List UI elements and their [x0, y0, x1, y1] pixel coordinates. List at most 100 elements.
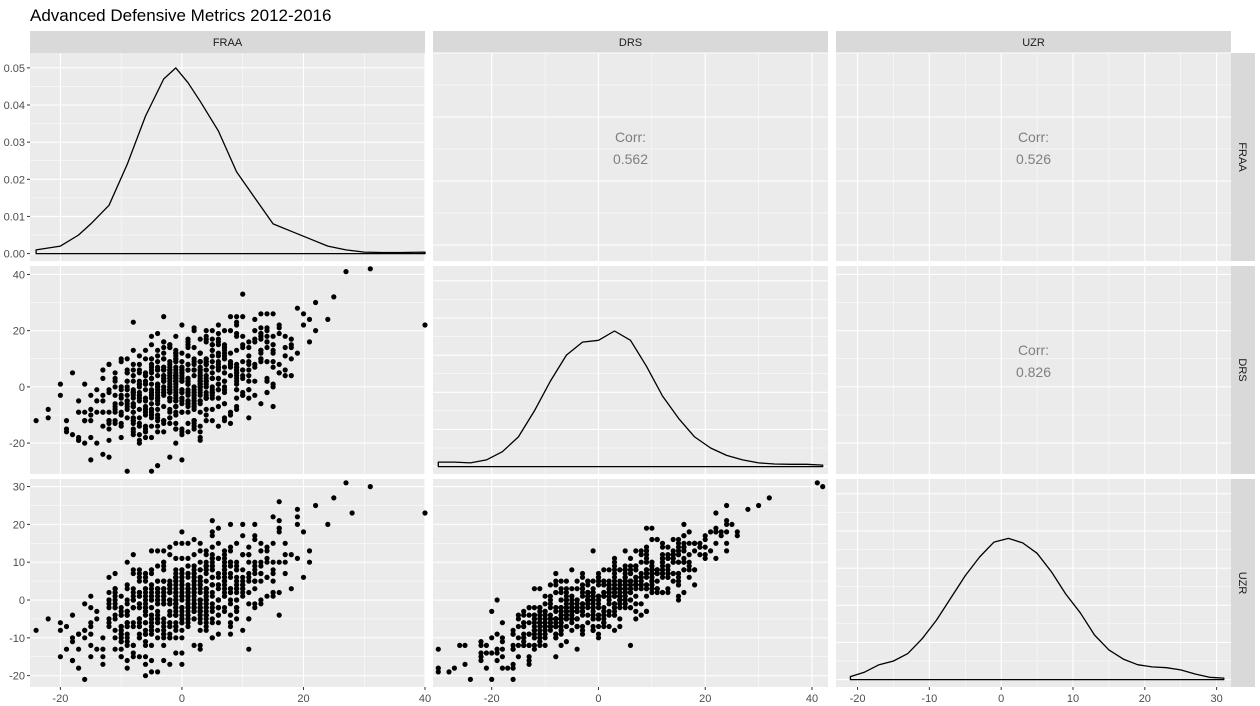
scatter-point — [192, 616, 197, 621]
scatter-point — [628, 643, 633, 648]
scatter-point — [204, 418, 209, 423]
scatter-point — [106, 387, 111, 392]
scatter-point — [271, 404, 276, 409]
scatter-point — [703, 533, 708, 538]
panel-fraa-drs: Corr:0.562 — [433, 53, 828, 261]
scatter-point — [639, 560, 644, 565]
y-tick-label: 40 — [13, 269, 25, 281]
scatter-point — [649, 537, 654, 542]
scatter-point — [639, 601, 644, 606]
scatter-point — [222, 560, 227, 565]
scatter-point — [559, 579, 564, 584]
scatter-point — [210, 390, 215, 395]
scatter-point — [596, 575, 601, 580]
scatter-point — [585, 594, 590, 599]
scatter-point — [167, 415, 172, 420]
scatter-point — [676, 597, 681, 602]
scatter-point — [246, 387, 251, 392]
scatter-point — [553, 582, 558, 587]
scatter-point — [173, 334, 178, 339]
scatter-point — [210, 545, 215, 550]
x-tick-label: 30 — [1211, 693, 1223, 705]
scatter-point — [113, 379, 118, 384]
scatter-point — [436, 647, 441, 652]
scatter-point — [137, 393, 142, 398]
scatter-point — [143, 579, 148, 584]
scatter-point — [564, 609, 569, 614]
scatter-point — [198, 560, 203, 565]
scatter-point — [179, 650, 184, 655]
scatter-point — [161, 594, 166, 599]
scatter-point — [173, 359, 178, 364]
scatter-point — [216, 382, 221, 387]
scatter-point — [192, 325, 197, 330]
scatter-point — [228, 545, 233, 550]
scatter-point — [325, 317, 330, 322]
scatter-point — [216, 613, 221, 618]
scatter-point — [143, 654, 148, 659]
scatter-point — [228, 412, 233, 417]
scatter-point — [161, 620, 166, 625]
scatter-point — [617, 616, 622, 621]
scatter-point — [639, 571, 644, 576]
scatter-point — [692, 541, 697, 546]
scatter-point — [198, 620, 203, 625]
scatter-point — [564, 624, 569, 629]
scatter-point — [283, 560, 288, 565]
scatter-point — [210, 605, 215, 610]
scatter-point — [649, 567, 654, 572]
scatter-point — [210, 594, 215, 599]
scatter-point — [155, 463, 160, 468]
scatter-point — [687, 541, 692, 546]
scatter-point — [100, 654, 105, 659]
scatter-point — [289, 373, 294, 378]
scatter-point — [198, 429, 203, 434]
scatter-point — [143, 396, 148, 401]
scatter-point — [655, 567, 660, 572]
scatter-point — [179, 398, 184, 403]
scatter-point — [585, 613, 590, 618]
scatter-point — [167, 613, 172, 618]
scatter-point — [527, 605, 532, 610]
scatter-point — [58, 382, 63, 387]
scatter-point — [185, 590, 190, 595]
scatter-point — [137, 415, 142, 420]
scatter-point — [713, 510, 718, 515]
scatter-point — [216, 424, 221, 429]
scatter-point — [173, 605, 178, 610]
scatter-point — [155, 616, 160, 621]
corr-label: Corr: — [1018, 342, 1049, 358]
scatter-point — [222, 586, 227, 591]
scatter-point — [713, 556, 718, 561]
scatter-point — [113, 597, 118, 602]
scatter-point — [167, 601, 172, 606]
scatter-point — [137, 616, 142, 621]
scatter-point — [167, 586, 172, 591]
scatter-point — [179, 457, 184, 462]
scatter-point — [106, 597, 111, 602]
scatter-point — [137, 654, 142, 659]
scatter-point — [628, 605, 633, 610]
scatter-point — [167, 662, 172, 667]
scatter-point — [452, 666, 457, 671]
scatter-point — [106, 438, 111, 443]
scatter-point — [161, 643, 166, 648]
scatter-point — [204, 563, 209, 568]
scatter-point — [88, 457, 93, 462]
scatter-point — [216, 396, 221, 401]
scatter-point — [161, 356, 166, 361]
scatter-point — [198, 605, 203, 610]
scatter-point — [295, 514, 300, 519]
scatter-point — [564, 616, 569, 621]
scatter-point — [228, 601, 233, 606]
scatter-point — [204, 337, 209, 342]
scatter-point — [559, 620, 564, 625]
scatter-point — [192, 367, 197, 372]
scatter-point — [307, 317, 312, 322]
scatter-point — [192, 643, 197, 648]
scatter-point — [607, 601, 612, 606]
scatter-point — [628, 567, 633, 572]
scatter-point — [639, 613, 644, 618]
scatter-point — [131, 390, 136, 395]
scatter-point — [644, 586, 649, 591]
